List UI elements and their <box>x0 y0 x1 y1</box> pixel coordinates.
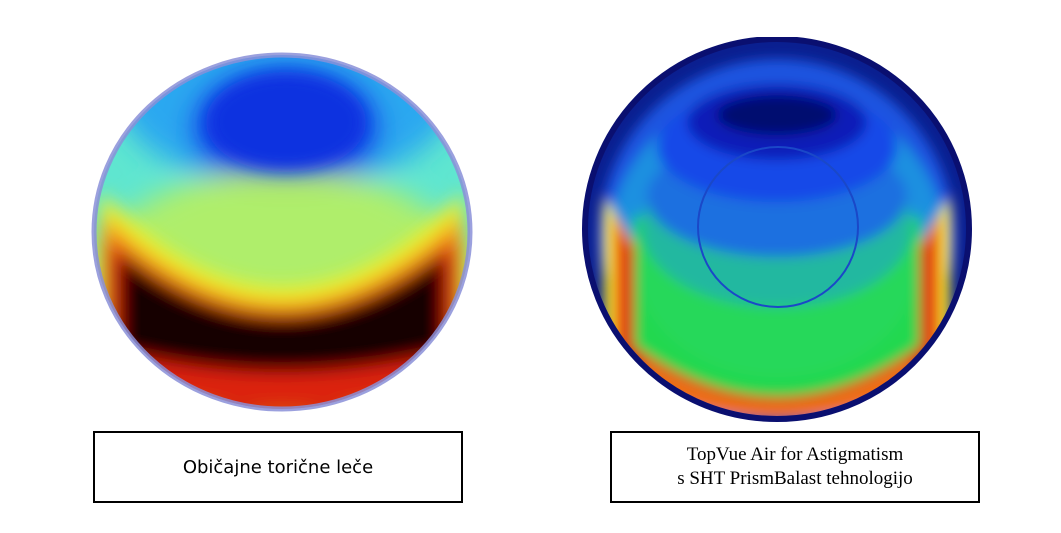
topvue-lens-caption: TopVue Air for Astigmatism s SHT PrismBa… <box>610 431 980 503</box>
conventional-lens-caption-text: Običajne torične leče <box>182 456 374 478</box>
lens-rim <box>582 37 972 422</box>
lens-rim <box>91 52 473 412</box>
optical-zone-circle <box>697 146 859 308</box>
conventional-lens-heatmap <box>91 52 473 412</box>
conventional-lens-caption: Običajne torične leče <box>93 431 463 503</box>
topvue-lens-caption-line2: s SHT PrismBalast tehnologijo <box>677 468 913 489</box>
topvue-lens-heatmap <box>582 37 972 422</box>
topvue-lens-caption-line1: TopVue Air for Astigmatism <box>686 444 904 465</box>
topvue-air-lens-map <box>582 37 972 422</box>
conventional-toric-lens-map <box>91 52 473 412</box>
